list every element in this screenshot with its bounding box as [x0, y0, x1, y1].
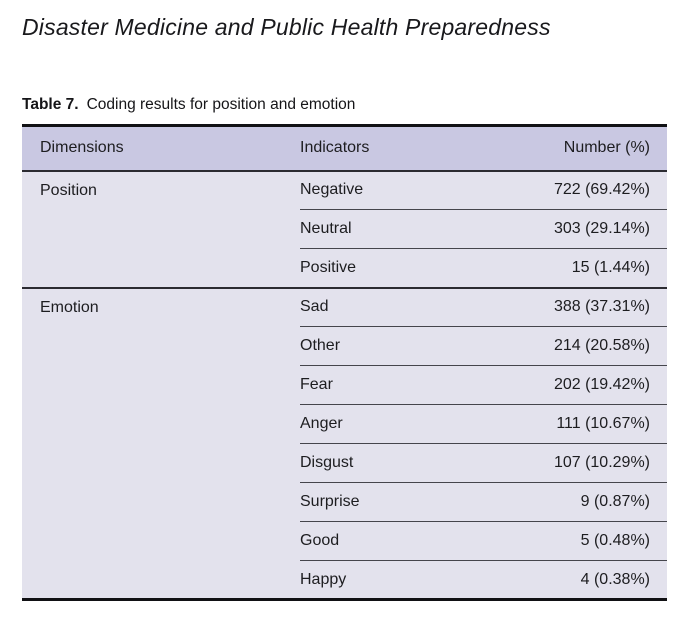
- table-caption: Table 7. Coding results for position and …: [22, 95, 681, 115]
- indicator-cell: Good: [300, 521, 490, 561]
- table-row: Position Negative 722 (69.42%): [22, 170, 667, 210]
- dimension-cell: Emotion: [22, 286, 300, 327]
- table-row: Fear 202 (19.42%): [22, 365, 667, 405]
- coding-results-table: Dimensions Indicators Number (%) Positio…: [22, 124, 667, 601]
- table-row: Anger 111 (10.67%): [22, 404, 667, 444]
- number-cell: 4 (0.38%): [490, 560, 667, 600]
- number-cell: 5 (0.48%): [490, 521, 667, 561]
- number-cell: 9 (0.87%): [490, 482, 667, 522]
- indicator-cell: Disgust: [300, 443, 490, 483]
- dimension-cell: [22, 365, 300, 405]
- dimension-cell: [22, 521, 300, 561]
- column-header-indicators: Indicators: [300, 125, 490, 172]
- dimension-cell: [22, 209, 300, 249]
- column-header-dimensions: Dimensions: [22, 125, 300, 172]
- indicator-cell: Sad: [300, 286, 490, 327]
- dimension-cell: [22, 482, 300, 522]
- column-header-number: Number (%): [490, 125, 667, 172]
- table-header: Dimensions Indicators Number (%): [22, 125, 667, 172]
- indicator-cell: Happy: [300, 560, 490, 600]
- table-row: Happy 4 (0.38%): [22, 560, 667, 600]
- number-cell: 214 (20.58%): [490, 326, 667, 366]
- number-cell: 722 (69.42%): [490, 170, 667, 210]
- dimension-cell: Position: [22, 170, 300, 210]
- indicator-cell: Positive: [300, 248, 490, 288]
- dimension-cell: [22, 560, 300, 600]
- table-row: Other 214 (20.58%): [22, 326, 667, 366]
- table-row: Neutral 303 (29.14%): [22, 209, 667, 249]
- indicator-cell: Anger: [300, 404, 490, 444]
- table-row: Surprise 9 (0.87%): [22, 482, 667, 522]
- number-cell: 15 (1.44%): [490, 248, 667, 288]
- header-row: Dimensions Indicators Number (%): [22, 125, 667, 172]
- dimension-cell: [22, 248, 300, 288]
- table-caption-label: Table 7.: [22, 96, 79, 113]
- table-row: Emotion Sad 388 (37.31%): [22, 286, 667, 327]
- dimension-cell: [22, 326, 300, 366]
- table-row: Positive 15 (1.44%): [22, 248, 667, 288]
- number-cell: 202 (19.42%): [490, 365, 667, 405]
- table-row: Good 5 (0.48%): [22, 521, 667, 561]
- dimension-cell: [22, 443, 300, 483]
- number-cell: 388 (37.31%): [490, 286, 667, 327]
- table-body: Position Negative 722 (69.42%) Neutral 303 (…: [22, 170, 667, 600]
- indicator-cell: Fear: [300, 365, 490, 405]
- table-row: Disgust 107 (10.29%): [22, 443, 667, 483]
- indicator-cell: Neutral: [300, 209, 490, 249]
- table-caption-text: Coding results for position and emotion: [86, 96, 356, 113]
- indicator-cell: Negative: [300, 170, 490, 210]
- indicator-cell: Surprise: [300, 482, 490, 522]
- journal-title: Disaster Medicine and Public Health Prep…: [22, 14, 551, 40]
- number-cell: 111 (10.67%): [490, 404, 667, 444]
- dimension-cell: [22, 404, 300, 444]
- number-cell: 303 (29.14%): [490, 209, 667, 249]
- number-cell: 107 (10.29%): [490, 443, 667, 483]
- indicator-cell: Other: [300, 326, 490, 366]
